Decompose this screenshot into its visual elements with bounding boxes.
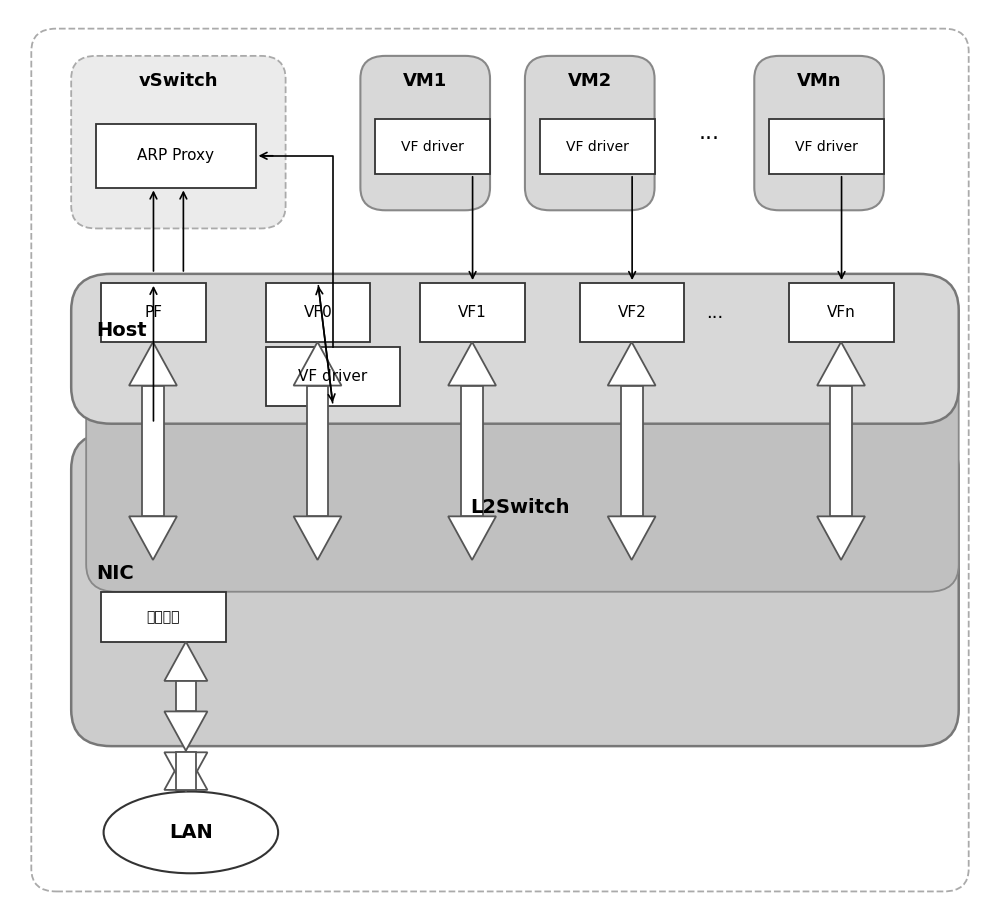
Text: L2Switch: L2Switch <box>470 498 570 517</box>
Polygon shape <box>294 342 341 385</box>
Text: PF: PF <box>144 305 162 320</box>
Bar <box>101 592 226 641</box>
Polygon shape <box>129 517 177 560</box>
Text: ...: ... <box>706 304 723 322</box>
Bar <box>176 681 196 711</box>
FancyBboxPatch shape <box>71 56 286 229</box>
Bar <box>266 346 400 405</box>
Bar <box>142 385 164 517</box>
Text: VF2: VF2 <box>618 305 647 320</box>
Text: vSwitch: vSwitch <box>139 72 218 90</box>
FancyBboxPatch shape <box>360 56 490 210</box>
Bar <box>580 283 684 342</box>
Text: VF0: VF0 <box>304 305 332 320</box>
Bar <box>830 385 852 517</box>
FancyBboxPatch shape <box>71 433 959 746</box>
Text: VMn: VMn <box>797 72 841 90</box>
FancyBboxPatch shape <box>71 274 959 424</box>
Text: VF driver: VF driver <box>401 139 464 154</box>
Text: 物理网口: 物理网口 <box>147 609 180 624</box>
Text: VF1: VF1 <box>458 305 487 320</box>
Text: VF driver: VF driver <box>795 139 858 154</box>
Text: LAN: LAN <box>169 823 213 842</box>
FancyBboxPatch shape <box>525 56 655 210</box>
Polygon shape <box>448 342 496 385</box>
Bar <box>307 385 328 517</box>
Polygon shape <box>608 342 656 385</box>
Polygon shape <box>608 517 656 560</box>
Bar <box>540 119 655 174</box>
FancyBboxPatch shape <box>86 351 959 592</box>
Text: ARP Proxy: ARP Proxy <box>137 148 214 163</box>
Bar <box>621 385 643 517</box>
Polygon shape <box>164 641 207 681</box>
Polygon shape <box>817 517 865 560</box>
Text: VM2: VM2 <box>568 72 612 90</box>
Bar <box>769 119 884 174</box>
Polygon shape <box>448 517 496 560</box>
Bar <box>461 385 483 517</box>
Text: VFn: VFn <box>827 305 856 320</box>
Ellipse shape <box>104 792 278 874</box>
FancyBboxPatch shape <box>754 56 884 210</box>
Text: VM1: VM1 <box>403 72 447 90</box>
Polygon shape <box>817 342 865 385</box>
Polygon shape <box>164 752 207 792</box>
Bar <box>375 119 490 174</box>
Polygon shape <box>129 342 177 385</box>
Bar <box>176 752 196 790</box>
Text: VF driver: VF driver <box>566 139 629 154</box>
Bar <box>789 283 894 342</box>
Text: Host: Host <box>96 322 147 341</box>
Bar <box>96 124 256 188</box>
Text: ...: ... <box>699 123 720 143</box>
Polygon shape <box>164 711 207 751</box>
Text: NIC: NIC <box>96 564 134 583</box>
Bar <box>101 283 206 342</box>
Polygon shape <box>164 751 207 790</box>
Bar <box>420 283 525 342</box>
Bar <box>266 283 370 342</box>
Text: VF driver: VF driver <box>298 369 368 384</box>
Polygon shape <box>294 517 341 560</box>
